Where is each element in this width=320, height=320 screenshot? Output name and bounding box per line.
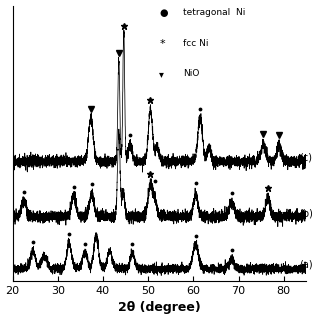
- Text: NiO: NiO: [183, 69, 199, 78]
- Text: ●: ●: [159, 8, 168, 18]
- Text: ▾: ▾: [159, 69, 164, 79]
- Text: tetragonal  Ni: tetragonal Ni: [183, 8, 245, 17]
- X-axis label: 2θ (degree): 2θ (degree): [118, 301, 201, 315]
- Text: fcc Ni: fcc Ni: [183, 39, 208, 48]
- Text: (c): (c): [300, 153, 313, 163]
- Text: (b): (b): [300, 208, 313, 218]
- Text: (a): (a): [300, 260, 313, 269]
- Text: *: *: [159, 39, 165, 49]
